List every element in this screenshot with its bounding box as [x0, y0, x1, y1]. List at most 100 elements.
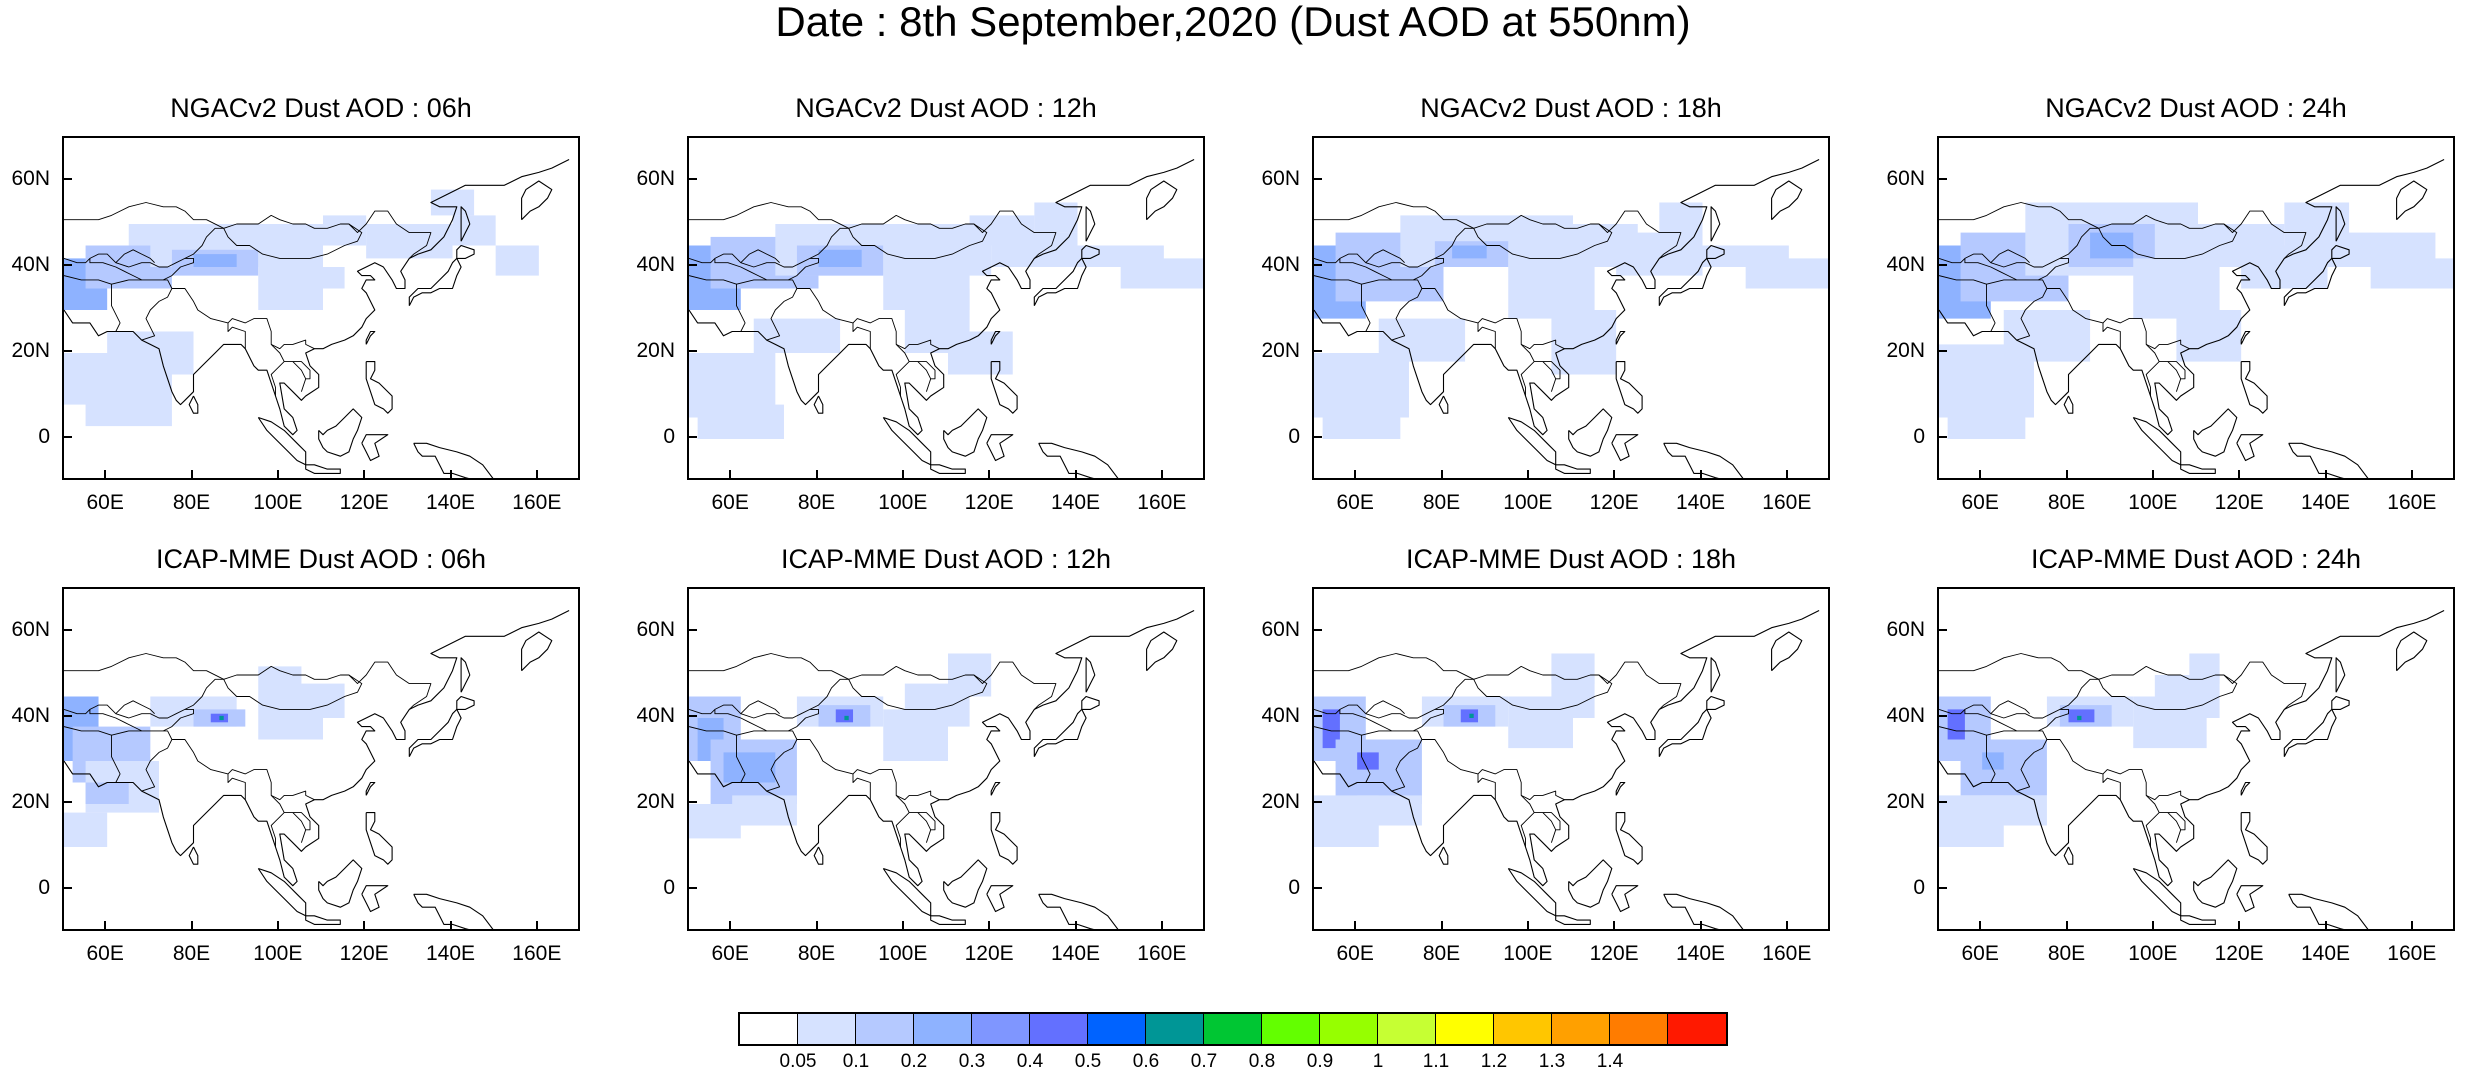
map-canvas — [1939, 610, 2445, 929]
dust-cell — [844, 715, 849, 721]
coastline — [1710, 657, 1721, 693]
coastline — [1710, 206, 1721, 242]
country-border — [895, 812, 910, 847]
coastline — [2240, 781, 2251, 796]
longitude-label: 100E — [2128, 491, 2178, 514]
coastline — [257, 867, 307, 917]
latitude-label: 40N — [1261, 704, 1300, 727]
longitude-label: 120E — [2214, 491, 2264, 514]
dust-cell — [2176, 310, 2242, 362]
latitude-label: 0 — [1288, 425, 1300, 448]
coastline — [1314, 610, 1820, 887]
country-border — [1520, 795, 1557, 843]
dust-cell — [1120, 258, 1203, 289]
colorbar-swatch — [1378, 1014, 1436, 1044]
coastline — [1615, 812, 1643, 865]
dust-cell — [85, 396, 172, 427]
longitude-tick — [815, 470, 818, 480]
country-border — [740, 700, 780, 715]
coastline — [1615, 361, 1643, 414]
country-border — [2167, 812, 2186, 831]
latitude-tick — [1937, 715, 1947, 717]
latitude-label: 60N — [11, 618, 50, 641]
dust-cell — [753, 318, 841, 353]
map-canvas — [64, 159, 570, 478]
dust-cell — [128, 224, 194, 246]
longitude-label: 140E — [1050, 942, 1101, 965]
coastline — [2283, 708, 2337, 757]
longitude-tick — [276, 470, 279, 480]
colorbar-swatch — [740, 1014, 798, 1044]
longitude-label: 80E — [172, 491, 211, 514]
coastline — [1555, 464, 1591, 474]
country-border — [1939, 653, 2099, 680]
latitude-tick — [687, 629, 697, 631]
longitude-tick — [1785, 921, 1788, 931]
longitude-label: 60E — [1961, 942, 1999, 965]
longitude-label: 120E — [964, 491, 1014, 514]
longitude-label: 160E — [512, 491, 562, 514]
country-border — [1520, 812, 1535, 847]
latitude-tick — [1312, 801, 1322, 803]
colorbar-label: 1.1 — [1422, 1051, 1450, 1072]
country-border — [64, 726, 121, 783]
longitude-tick — [535, 470, 538, 480]
longitude-label: 140E — [2300, 491, 2351, 514]
country-border — [223, 223, 363, 259]
coastline — [1611, 885, 1639, 913]
coastline — [1771, 631, 1803, 672]
longitude-tick — [449, 921, 452, 931]
latitude-label: 60N — [1261, 167, 1300, 190]
longitude-label: 100E — [253, 942, 303, 965]
coastline — [365, 330, 376, 345]
country-border — [2098, 223, 2238, 259]
longitude-tick — [2151, 921, 2154, 931]
longitude-tick — [1354, 921, 1357, 931]
longitude-tick — [1699, 921, 1702, 931]
country-border — [1314, 202, 1474, 229]
latitude-tick — [1312, 887, 1322, 889]
latitude-tick — [62, 715, 72, 717]
longitude-tick — [1526, 470, 1529, 480]
latitude-label: 0 — [1288, 876, 1300, 899]
dust-cell — [2133, 258, 2220, 319]
colorbar-swatch — [1320, 1014, 1378, 1044]
coastline — [1771, 180, 1803, 221]
coastline — [2132, 867, 2182, 917]
country-border — [292, 361, 311, 380]
longitude-label: 80E — [172, 942, 211, 965]
dust-cell — [2003, 310, 2091, 362]
longitude-label: 140E — [1675, 491, 1726, 514]
coastline — [943, 408, 988, 457]
longitude-tick — [1074, 921, 1077, 931]
country-border — [64, 653, 224, 680]
latitude-label: 20N — [636, 790, 675, 813]
map-canvas — [689, 159, 1203, 478]
coastline — [2240, 361, 2268, 414]
longitude-tick — [363, 470, 366, 480]
latitude-tick — [62, 178, 72, 180]
coastline — [1146, 631, 1178, 672]
coastline — [943, 859, 988, 908]
country-border — [270, 812, 285, 847]
country-border — [227, 322, 246, 349]
country-border — [1542, 812, 1561, 831]
coastline — [2180, 464, 2216, 474]
colorbar — [738, 1012, 1728, 1046]
latitude-tick — [1937, 629, 1947, 631]
coastline — [990, 812, 1018, 865]
dust-cell — [366, 224, 453, 259]
map-panel — [687, 587, 1205, 931]
longitude-tick — [815, 921, 818, 931]
country-border — [1939, 202, 2099, 229]
latitude-label: 20N — [11, 790, 50, 813]
latitude-tick — [62, 436, 72, 438]
latitude-tick — [1312, 629, 1322, 631]
map-panel — [1937, 587, 2455, 931]
country-border — [1964, 709, 2017, 732]
coastline — [1507, 867, 1557, 917]
latitude-label: 40N — [636, 704, 675, 727]
coastline — [1314, 159, 1820, 436]
colorbar-swatch — [1436, 1014, 1494, 1044]
latitude-tick — [62, 629, 72, 631]
